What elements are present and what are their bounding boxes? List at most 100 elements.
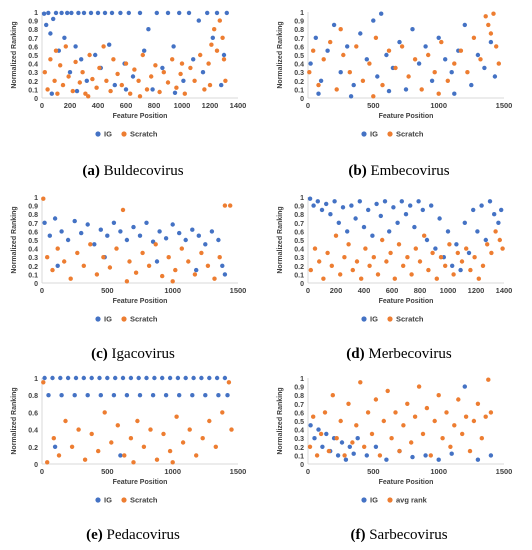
data-point-series-2 [73,59,78,65]
data-point-series-1 [379,11,384,16]
data-point-series-1 [216,237,221,243]
data-point-series-1 [207,375,212,381]
data-point-series-2 [114,246,119,251]
y-tick-label: 0.1 [28,272,38,279]
data-point-series-2 [347,70,352,75]
data-point-series-1 [130,74,136,79]
legend-item: IG [95,315,112,324]
caption-letter: (d) [346,346,365,362]
data-point-series-2 [493,229,498,234]
data-point-series-2 [77,80,83,85]
x-tick-label: 1000 [440,286,457,295]
data-point-series-2 [101,255,106,260]
data-point-series-2 [58,63,63,68]
data-point-series-2 [68,276,73,281]
scatter-chart: 00.10.20.30.40.50.60.70.80.910 500 1000 150… [11,195,247,324]
data-point-series-1 [316,427,321,432]
legend-marker [361,497,367,503]
data-point-series-2 [392,276,397,281]
data-point-series-2 [451,272,456,277]
data-point-series-1 [449,451,454,456]
data-point-series-1 [420,207,425,213]
chart-panel-a: 0 0.1 0.2 0.3 0.4 0.5 0.6 0.7 0.8 0.9 1 0 200 400 600 8… [0,2,256,160]
data-point-series-2 [419,87,424,92]
data-point-series-2 [61,259,67,264]
data-point-series-2 [53,48,59,53]
data-point-series-2 [45,460,50,465]
caption-name: Merbecovirus [368,346,452,362]
legend-marker [121,316,127,322]
data-point-series-1 [345,229,350,234]
data-point-series-1 [408,203,413,208]
data-point-series-2 [426,52,431,58]
data-point-series-1 [412,224,417,230]
y-axis-title: Normalized Ranking [277,387,284,454]
data-point-series-1 [109,10,115,16]
x-axis-title: Feature Position [113,113,168,120]
data-point-series-1 [361,224,367,230]
legend-item: Scratch [387,130,424,139]
data-point-series-2 [445,78,450,84]
data-point-series-1 [336,220,341,225]
scatter-chart: 00.10.20.30.40.50.60.70.80.910 500 1000 150… [277,10,513,139]
data-point-series-2 [377,453,383,458]
data-point-series-1 [160,65,165,71]
data-point-series-2 [488,31,494,36]
y-tick-label: 1 [34,376,38,383]
data-point-series-1 [69,10,74,16]
data-point-series-2 [354,44,359,49]
data-point-series-2 [463,414,469,419]
data-point-series-1 [475,52,481,58]
data-point-series-1 [391,205,396,210]
legend-marker [121,497,127,503]
y-tick-label: 0.6 [294,410,304,417]
data-point-series-1 [41,11,47,16]
data-point-series-1 [364,57,369,62]
data-point-series-1 [410,454,415,460]
data-point-series-1 [384,52,389,58]
data-point-series-2 [128,91,133,96]
data-point-series-1 [199,375,204,381]
data-point-series-2 [338,27,343,32]
x-tick-label: 1500 [496,101,513,110]
x-tick-label: 1500 [230,286,247,295]
data-point-series-2 [405,255,410,260]
data-point-series-1 [92,242,97,247]
data-point-series-2 [173,267,178,273]
data-point-series-1 [340,205,346,210]
data-point-series-1 [191,375,196,381]
data-point-series-2 [220,410,225,415]
data-point-series-1 [76,10,81,16]
data-point-series-1 [137,10,143,16]
data-point-series-2 [497,237,502,243]
data-point-series-2 [367,263,372,268]
legend-item: Scratch [121,130,158,139]
data-point-series-2 [405,401,410,406]
data-point-series-2 [102,410,107,415]
legend-marker [387,316,393,322]
legend-label: IG [104,496,112,505]
data-point-series-1 [55,263,60,268]
data-point-series-2 [371,94,376,99]
data-point-series-2 [424,405,430,411]
x-axis-title: Feature Position [113,298,168,305]
data-point-series-1 [499,207,504,213]
x-tick-label: 1500 [496,467,513,476]
data-point-series-1 [93,52,98,58]
data-point-series-1 [469,82,474,88]
data-point-series-1 [105,233,110,238]
data-point-series-2 [489,250,494,256]
y-tick-label: 0.6 [28,229,38,236]
data-point-series-2 [82,457,88,462]
x-tick-label: 0 [40,101,44,110]
data-point-series-1 [351,451,356,456]
data-point-series-2 [384,259,389,264]
legend-label: Scratch [396,315,424,324]
legend-label: Scratch [130,130,158,139]
caption-name: Buldecovirus [103,163,184,179]
data-point-series-1 [160,375,165,381]
y-tick-label: 0.6 [28,410,38,417]
legend-item: IG [361,496,378,505]
data-point-series-1 [433,246,438,251]
data-point-series-1 [222,375,228,381]
